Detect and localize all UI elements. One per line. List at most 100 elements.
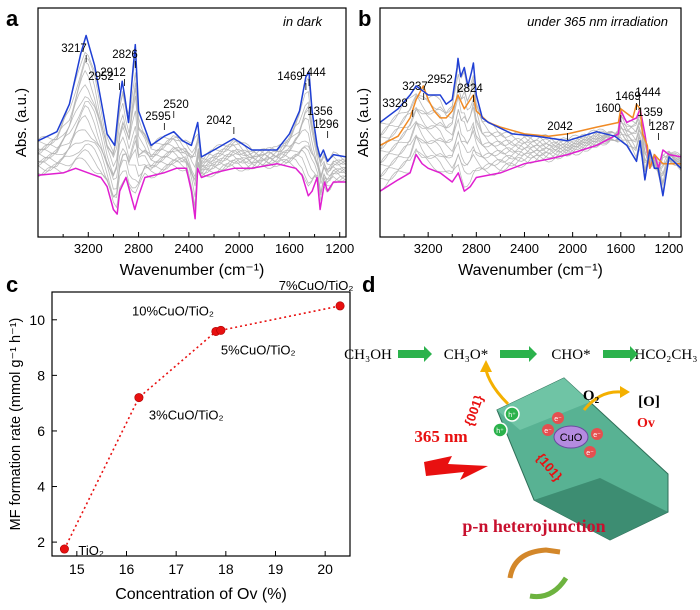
spectrum-series-magenta — [37, 162, 346, 220]
point-label: 7%CuO/TiO₂ — [279, 278, 354, 293]
reaction-arrow — [398, 346, 432, 362]
spectrum-gray-line — [379, 109, 682, 174]
peak-label: 2952 — [88, 71, 114, 83]
spectrum-gray-line — [379, 64, 682, 192]
spectrum-gray-line — [379, 121, 682, 167]
plot-frame-c — [51, 291, 351, 557]
x-tick-label: 2400 — [510, 241, 539, 256]
tio2-crystal-top — [497, 378, 590, 430]
electron-marker — [542, 424, 554, 436]
plot-frame-a — [37, 7, 347, 238]
hole-marker — [492, 422, 508, 438]
reaction-arrow — [603, 346, 638, 362]
facet-001-label: {001} — [461, 393, 486, 428]
annotation: in dark — [283, 14, 324, 29]
peak-label: 2826 — [112, 49, 138, 61]
peak-label: 1356 — [307, 106, 333, 118]
x-tick-label: 17 — [168, 561, 184, 577]
o2-label: O₂ — [583, 388, 600, 404]
peak-label: 1600 — [595, 103, 621, 115]
tio2-crystal-facet — [534, 478, 668, 540]
peak-label: 1444 — [300, 67, 326, 79]
trend-line — [63, 305, 341, 550]
spectrum-gray-line — [379, 117, 682, 177]
peak-label: 3217 — [61, 43, 87, 55]
electron-marker — [552, 412, 564, 424]
oxygen-arrow-head — [620, 386, 630, 398]
data-point — [59, 544, 69, 554]
peak-label: 1469 — [277, 71, 303, 83]
electron-label: e⁻ — [544, 428, 552, 435]
cuo-particle — [553, 425, 589, 449]
cuo-label: CuO — [560, 432, 583, 444]
spectrum-series-blue — [37, 34, 347, 163]
light-bolt-icon — [424, 456, 488, 480]
panel-label-c: c — [6, 272, 19, 297]
hole-label: h⁺ — [508, 412, 516, 419]
light-label: 365 nm — [414, 427, 467, 446]
point-label: 10%CuO/TiO₂ — [132, 303, 214, 318]
y-axis-title: Abs. (a.u.) — [355, 88, 372, 157]
spectrum-gray-line — [37, 69, 346, 172]
x-tick-label: 2000 — [558, 241, 587, 256]
x-tick-label: 2800 — [462, 241, 491, 256]
peak-label: 3237 — [402, 81, 428, 93]
peak-label: 2042 — [547, 121, 573, 133]
electron-marker — [584, 446, 596, 458]
x-axis-title: Wavenumber (cm⁻¹) — [120, 262, 265, 279]
spectrum-gray-line — [37, 115, 347, 184]
y-tick-label: 4 — [37, 479, 45, 495]
peak-label: 2952 — [427, 74, 453, 86]
o-label: [O] — [638, 394, 660, 410]
x-tick-label: 2000 — [225, 241, 254, 256]
spectrum-series-orange — [379, 85, 681, 170]
x-tick-label: 1200 — [654, 241, 683, 256]
logo-arc-icon — [529, 576, 569, 600]
peak-label: 2042 — [206, 115, 232, 127]
spectrum-gray-line — [37, 57, 347, 165]
data-point — [335, 301, 345, 311]
x-tick-label: 15 — [69, 561, 85, 577]
x-tick-label: 3200 — [414, 241, 443, 256]
logo-arc-icon — [507, 547, 561, 579]
peak-label: 1469 — [615, 91, 641, 103]
electron-label: e⁻ — [554, 416, 562, 423]
spectrum-gray-line — [37, 143, 347, 206]
reaction-species: HCO₂CH₃ — [635, 347, 698, 363]
spectrum-gray-line — [37, 140, 347, 198]
x-tick-label: 1600 — [606, 241, 635, 256]
electron-marker — [591, 428, 603, 440]
x-axis-title: Wavenumber (cm⁻¹) — [458, 262, 603, 279]
peak-label: 1287 — [649, 121, 675, 133]
x-tick-label: 1200 — [325, 241, 354, 256]
peak-label: 2520 — [163, 99, 189, 111]
peak-label: 1359 — [637, 107, 663, 119]
oxygen-arrow — [582, 390, 623, 411]
spectrum-gray-line — [379, 113, 682, 178]
peak-label: 2595 — [145, 111, 171, 123]
x-tick-label: 1600 — [275, 241, 304, 256]
y-tick-label: 6 — [37, 423, 45, 439]
spectrum-series-blue — [379, 57, 682, 197]
electron-label: e⁻ — [586, 450, 594, 457]
x-tick-label: 2400 — [174, 241, 203, 256]
reaction-species: CH₃O* — [444, 347, 488, 363]
point-label: 5%CuO/TiO₂ — [221, 342, 296, 357]
point-label: TiO₂ — [78, 543, 104, 558]
y-axis-title: Abs. (a.u.) — [13, 88, 30, 157]
panel-label-d: d — [362, 272, 376, 297]
y-tick-label: 2 — [37, 534, 45, 550]
x-tick-label: 3200 — [74, 241, 103, 256]
spectrum-gray-line — [379, 86, 682, 184]
reaction-arrow — [500, 346, 537, 362]
x-tick-label: 2800 — [124, 241, 153, 256]
peak-label: 2824 — [457, 83, 483, 95]
annotation: under 365 nm irradiation — [527, 14, 668, 29]
spectrum-gray-line — [37, 100, 347, 179]
x-tick-label: 18 — [218, 561, 234, 577]
hole-label: h⁺ — [496, 428, 504, 435]
hole-arrow-head — [480, 360, 492, 372]
peak-label: 1444 — [635, 87, 661, 99]
heterojunction-label: p-n heterojunction — [462, 516, 605, 536]
